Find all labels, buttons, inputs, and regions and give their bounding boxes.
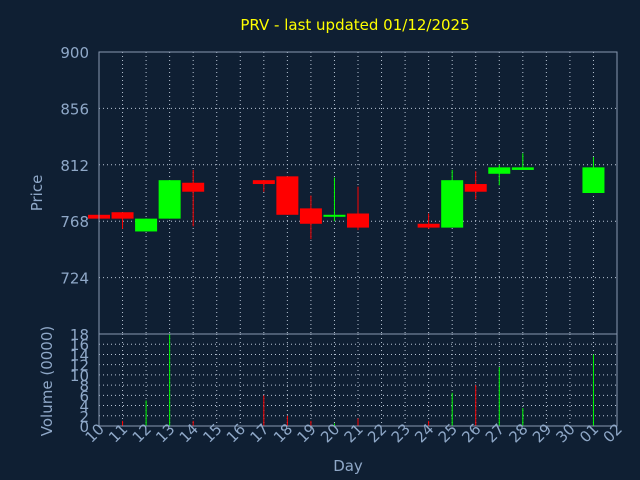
- candle-body: [276, 176, 299, 215]
- candle-body: [488, 167, 511, 174]
- x-tick: 13: [152, 420, 178, 446]
- x-tick: 15: [199, 420, 225, 446]
- volume-frame: [98, 333, 618, 427]
- candle-body: [135, 218, 158, 232]
- candle-body: [464, 184, 487, 192]
- volume-axis-label: Volume (0000): [38, 326, 56, 436]
- x-tick: 25: [435, 420, 461, 446]
- candle-28: [511, 153, 534, 170]
- x-tick: 22: [364, 420, 390, 446]
- x-tick: 21: [341, 420, 367, 446]
- candle-01: [582, 157, 605, 193]
- candle-24: [417, 213, 440, 229]
- price-y-tick: 768: [60, 213, 89, 231]
- candle-body: [441, 180, 464, 228]
- candle-body: [111, 212, 134, 219]
- volume-y-tick: 2: [79, 408, 89, 426]
- x-axis-label: Day: [333, 457, 363, 475]
- candle-body: [252, 180, 275, 185]
- price-y-tick: 900: [60, 44, 89, 62]
- candle-body: [182, 182, 205, 192]
- x-tick: 18: [270, 420, 296, 446]
- candle-body: [299, 208, 322, 224]
- x-tick: 28: [505, 420, 531, 446]
- candle-17: [252, 180, 275, 192]
- x-tick: 01: [576, 420, 602, 446]
- x-tick: 26: [458, 420, 484, 446]
- volume-y-tick: 16: [70, 336, 89, 354]
- volume-y-tick: 14: [70, 346, 89, 364]
- x-tick: 02: [600, 420, 626, 446]
- x-tick: 11: [105, 420, 131, 446]
- x-tick: 20: [317, 420, 343, 446]
- candle-27: [488, 164, 511, 186]
- volume-y-tick: 12: [70, 357, 89, 375]
- volume-y-tick: 0: [79, 418, 89, 436]
- volume-y-tick: 4: [79, 398, 89, 416]
- candle-body: [582, 167, 605, 193]
- candle-13: [158, 180, 181, 219]
- volume-grid: [99, 333, 617, 427]
- price-axis-label: Price: [28, 175, 46, 212]
- price-y-tick: 812: [60, 157, 89, 175]
- x-tick: 12: [129, 420, 155, 446]
- candle-18: [276, 176, 299, 215]
- volume-y-tick: 18: [70, 326, 89, 344]
- candle-26: [464, 171, 487, 200]
- candle-12: [135, 218, 158, 232]
- x-tick: 27: [482, 420, 508, 446]
- candle-20: [323, 177, 346, 222]
- x-tick: 16: [223, 420, 249, 446]
- price-y-tick: 724: [60, 270, 89, 288]
- x-tick: 17: [246, 420, 272, 446]
- x-tick: 14: [176, 420, 202, 446]
- x-tick-labels: 1011121314151617181920212223242526272829…: [82, 420, 626, 446]
- x-tick: 19: [294, 420, 320, 446]
- x-tick: 24: [411, 420, 437, 446]
- candle-body: [347, 213, 369, 228]
- x-tick: 23: [388, 420, 414, 446]
- candle-body: [323, 214, 346, 217]
- candle-21: [347, 186, 369, 231]
- volume-y-tick: 8: [79, 377, 89, 395]
- volume-y-tick: 10: [70, 367, 89, 385]
- x-tick: 29: [529, 420, 555, 446]
- x-tick: 30: [553, 420, 579, 446]
- candle-19: [299, 195, 322, 240]
- candle-body: [158, 180, 181, 219]
- candle-body: [511, 167, 534, 170]
- volume-y-tick: 6: [79, 387, 89, 405]
- price-y-tick-labels: 900 856 812 768 724: [60, 44, 89, 288]
- price-candles: [88, 153, 605, 240]
- candle-25: [441, 169, 464, 228]
- candle-14: [182, 169, 205, 227]
- candle-11: [111, 212, 134, 229]
- price-y-tick: 856: [60, 100, 89, 118]
- volume-bars: [122, 334, 594, 426]
- candle-body: [417, 223, 440, 228]
- chart-title: PRV - last updated 01/12/2025: [240, 16, 469, 34]
